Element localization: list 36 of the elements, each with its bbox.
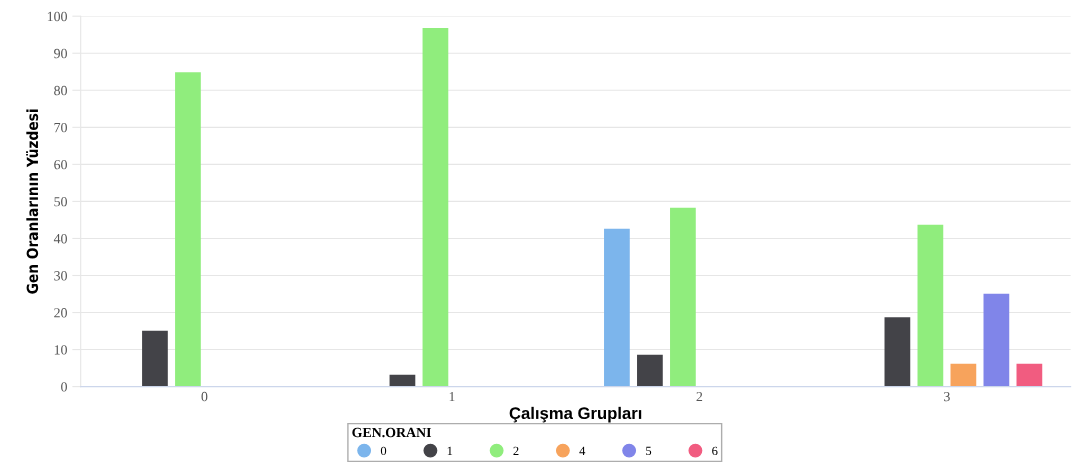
x-tick-label: 3 xyxy=(944,391,950,402)
legend-label: 1 xyxy=(447,446,453,455)
bar xyxy=(1016,363,1043,387)
legend-label: 6 xyxy=(712,446,718,456)
bar xyxy=(175,72,201,387)
x-axis-title: Çalışma Grupları xyxy=(509,406,642,423)
y-tick-label: 60 xyxy=(54,159,67,170)
legend-label: 4 xyxy=(579,446,586,455)
y-tick-label: 0 xyxy=(61,382,67,392)
bar xyxy=(983,293,1010,387)
x-tick-label: 1 xyxy=(449,391,455,402)
legend-title: GEN.ORANI xyxy=(352,427,432,438)
bar xyxy=(604,228,630,387)
y-tick-label: 100 xyxy=(47,11,67,22)
bar xyxy=(637,354,663,387)
legend-label: 0 xyxy=(380,446,387,456)
bar xyxy=(422,28,449,387)
bar xyxy=(670,207,696,387)
y-tick-label: 90 xyxy=(54,48,67,59)
bar xyxy=(142,330,168,387)
y-tick-label: 40 xyxy=(53,234,67,244)
legend-label: 5 xyxy=(646,446,652,456)
bar xyxy=(917,224,944,387)
y-tick-label: 10 xyxy=(54,345,67,355)
y-axis-title: Gen Oranlarının Yüzdesi xyxy=(26,109,39,294)
bar xyxy=(389,374,416,387)
x-tick-label: 0 xyxy=(201,391,208,402)
bar xyxy=(884,317,911,387)
x-tick-label: 2 xyxy=(696,391,703,402)
legend-label: 2 xyxy=(513,446,519,455)
y-tick-label: 20 xyxy=(54,308,67,318)
y-tick-label: 50 xyxy=(54,196,67,207)
y-tick-label: 30 xyxy=(54,271,67,281)
bar xyxy=(950,363,977,387)
y-tick-label: 70 xyxy=(54,122,67,133)
y-tick-label: 80 xyxy=(54,85,67,96)
